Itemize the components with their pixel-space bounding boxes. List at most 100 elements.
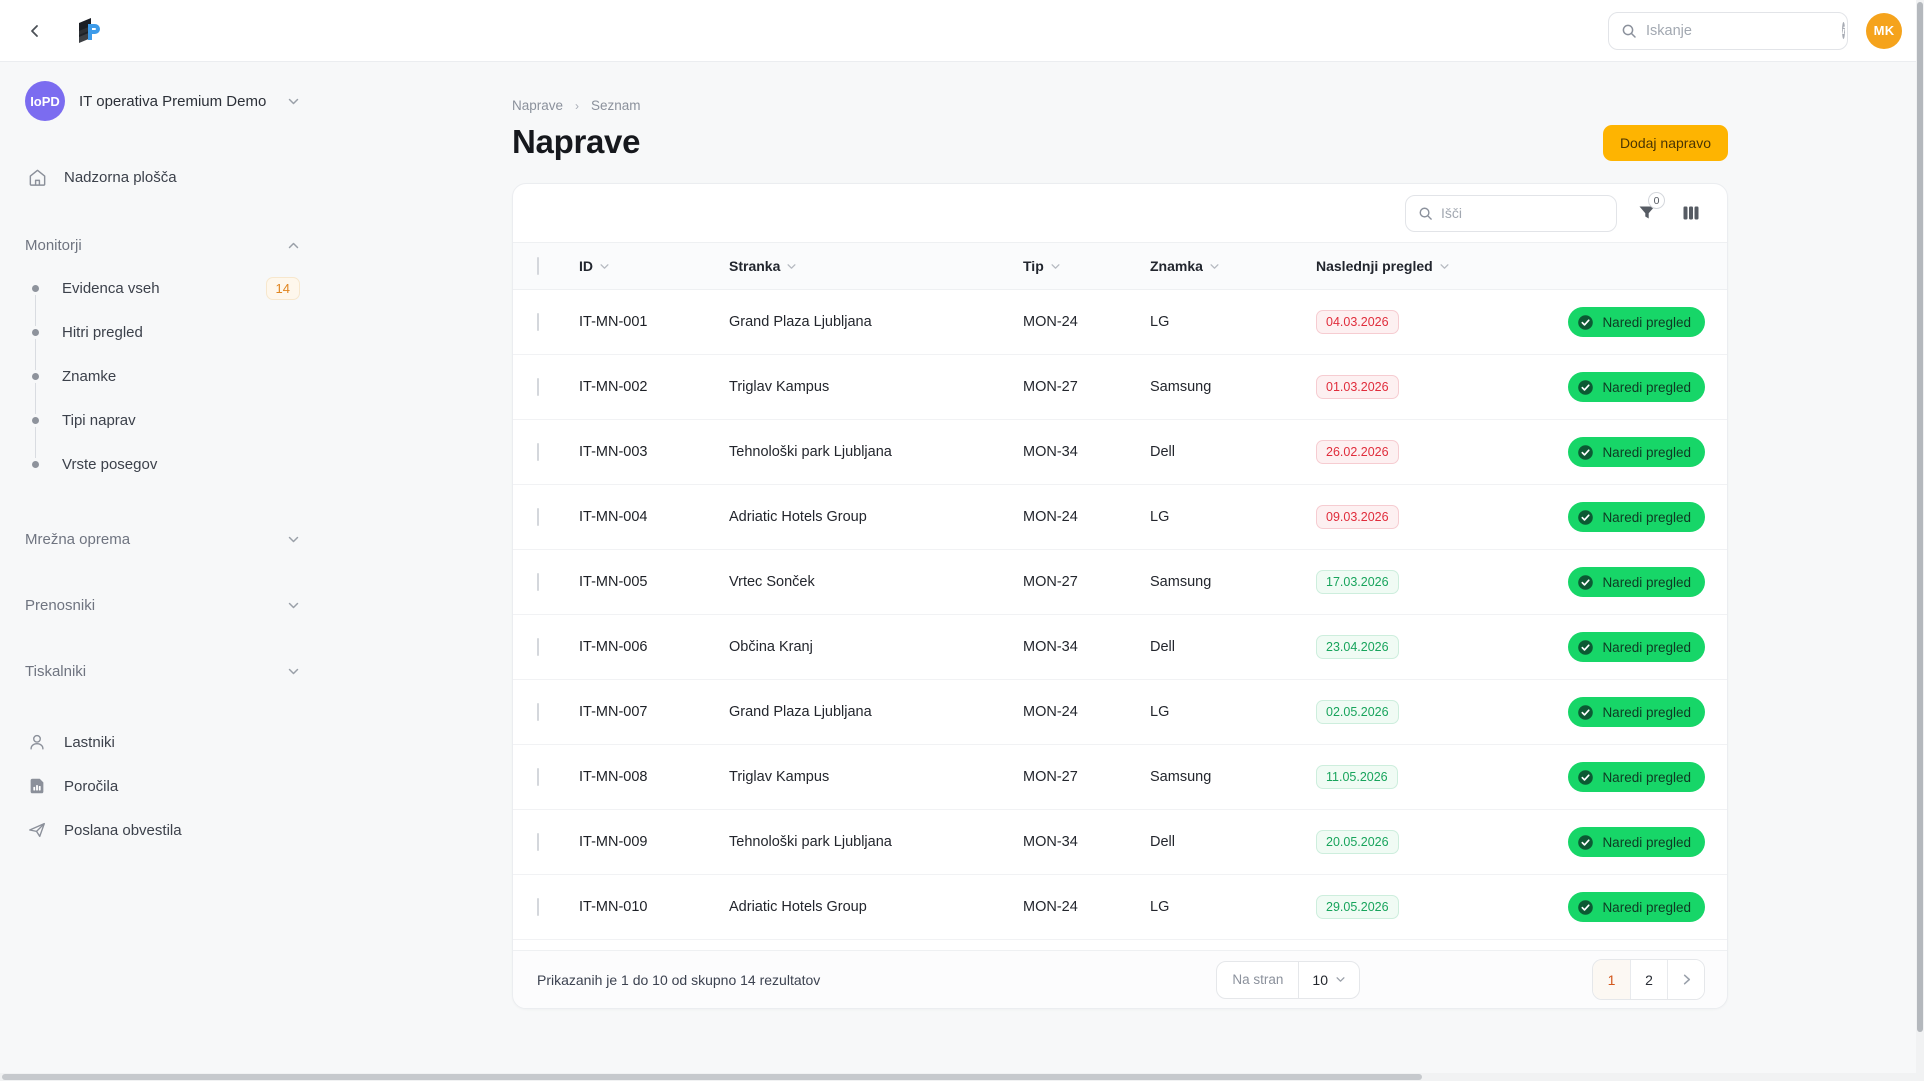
table-row[interactable]: IT-MN-003 Tehnološki park Ljubljana MON-… — [513, 420, 1727, 485]
vertical-scrollbar[interactable] — [1916, 0, 1924, 1073]
row-checkbox[interactable] — [537, 573, 539, 591]
user-avatar[interactable]: MK — [1866, 12, 1902, 49]
do-inspection-button[interactable]: Naredi pregled — [1568, 762, 1705, 792]
sidebar-subitem[interactable]: Tipi naprav — [25, 398, 300, 442]
sidebar-subitem[interactable]: Vrste posegov — [25, 442, 300, 486]
cell-stranka: Vrtec Sonček — [729, 574, 815, 590]
per-page-select[interactable]: Na stran 10 — [1216, 960, 1360, 999]
do-inspection-button[interactable]: Naredi pregled — [1568, 827, 1705, 857]
cell-stranka: Tehnološki park Ljubljana — [729, 444, 892, 460]
sidebar-subitem[interactable]: Znamke — [25, 354, 300, 398]
filter-count-badge: 0 — [1648, 192, 1665, 209]
table-row[interactable]: IT-MN-005 Vrtec Sonček MON-27 Samsung 17… — [513, 550, 1727, 615]
check-seal-icon — [1577, 379, 1594, 396]
sidebar-subitem[interactable]: Evidenca vseh 14 — [25, 266, 300, 310]
column-header-stranka[interactable]: Stranka — [729, 258, 1023, 274]
cell-stranka: Grand Plaza Ljubljana — [729, 704, 872, 720]
sidebar-item-lastniki[interactable]: Lastniki — [25, 720, 300, 764]
table-row[interactable]: IT-MN-009 Tehnološki park Ljubljana MON-… — [513, 810, 1727, 875]
cell-tip: MON-24 — [1023, 899, 1078, 915]
next-inspection-badge: 26.02.2026 — [1316, 440, 1399, 464]
global-search-input[interactable] — [1646, 22, 1833, 39]
do-inspection-button[interactable]: Naredi pregled — [1568, 437, 1705, 467]
cell-tip: MON-24 — [1023, 509, 1078, 525]
row-checkbox[interactable] — [537, 443, 539, 461]
filter-button[interactable]: 0 — [1633, 192, 1665, 227]
table-row[interactable]: IT-MN-010 Adriatic Hotels Group MON-24 L… — [513, 875, 1727, 940]
next-page-button[interactable] — [1667, 960, 1704, 999]
scrollbar-thumb[interactable] — [1917, 2, 1923, 1033]
per-page-value: 10 — [1312, 971, 1328, 988]
chevron-up-icon — [287, 239, 300, 252]
check-seal-icon — [1577, 769, 1594, 786]
next-inspection-badge: 20.05.2026 — [1316, 830, 1399, 854]
info-icon[interactable]: i — [1842, 22, 1846, 39]
column-header-znamka[interactable]: Znamka — [1150, 258, 1316, 274]
app-logo-icon[interactable] — [68, 11, 108, 51]
table-row[interactable]: IT-MN-004 Adriatic Hotels Group MON-24 L… — [513, 485, 1727, 550]
sidebar-subitem[interactable]: Hitri pregled — [25, 310, 300, 354]
sidebar-item-dashboard[interactable]: Nadzorna plošča — [25, 162, 300, 192]
cell-tip: MON-27 — [1023, 574, 1078, 590]
top-bar: i MK — [0, 0, 1924, 62]
do-inspection-button[interactable]: Naredi pregled — [1568, 632, 1705, 662]
row-checkbox[interactable] — [537, 833, 539, 851]
row-checkbox[interactable] — [537, 508, 539, 526]
breadcrumb-parent[interactable]: Naprave — [512, 98, 564, 113]
do-inspection-button[interactable]: Naredi pregled — [1568, 892, 1705, 922]
back-button[interactable] — [20, 16, 50, 46]
table-body: IT-MN-001 Grand Plaza Ljubljana MON-24 L… — [513, 290, 1727, 950]
search-icon — [1418, 206, 1433, 221]
page-button[interactable]: 2 — [1630, 960, 1667, 999]
select-all-checkbox[interactable] — [537, 257, 539, 275]
cell-stranka: Občina Kranj — [729, 639, 813, 655]
do-inspection-button[interactable]: Naredi pregled — [1568, 372, 1705, 402]
global-search: i — [1608, 11, 1848, 50]
sidebar-item-label: Poročila — [64, 777, 119, 795]
pagination: 1 2 — [1592, 959, 1705, 1000]
check-seal-icon — [1577, 314, 1594, 331]
bullet-dot-icon — [32, 372, 39, 380]
sidebar-section[interactable]: Tiskalniki — [25, 658, 300, 684]
column-header-naslednji-pregled[interactable]: Naslednji pregled — [1316, 258, 1565, 274]
section-label: Prenosniki — [25, 596, 96, 614]
scrollbar-thumb[interactable] — [2, 1074, 1422, 1080]
row-checkbox[interactable] — [537, 313, 539, 331]
cell-tip: MON-24 — [1023, 704, 1078, 720]
do-inspection-button[interactable]: Naredi pregled — [1568, 307, 1705, 337]
table-row[interactable]: IT-MN-006 Občina Kranj MON-34 Dell 23.04… — [513, 615, 1727, 680]
table-row[interactable]: IT-MN-008 Triglav Kampus MON-27 Samsung … — [513, 745, 1727, 810]
sidebar-section[interactable]: Prenosniki — [25, 592, 300, 618]
sidebar-item-porocila[interactable]: Poročila — [25, 764, 300, 808]
sidebar-section[interactable]: Mrežna oprema — [25, 526, 300, 552]
row-checkbox[interactable] — [537, 768, 539, 786]
add-device-button[interactable]: Dodaj napravo — [1602, 125, 1728, 161]
do-inspection-button[interactable]: Naredi pregled — [1568, 502, 1705, 532]
table-row[interactable]: IT-MN-007 Grand Plaza Ljubljana MON-24 L… — [513, 680, 1727, 745]
workspace-switcher[interactable]: IoPD IT operativa Premium Demo — [25, 80, 300, 122]
table-search-input[interactable] — [1441, 205, 1604, 221]
horizontal-scrollbar[interactable] — [0, 1073, 1924, 1081]
do-inspection-button[interactable]: Naredi pregled — [1568, 697, 1705, 727]
column-header-id[interactable]: ID — [579, 258, 729, 274]
cell-tip: MON-27 — [1023, 379, 1078, 395]
cell-stranka: Adriatic Hotels Group — [729, 899, 867, 915]
table-row[interactable]: IT-MN-001 Grand Plaza Ljubljana MON-24 L… — [513, 290, 1727, 355]
sidebar-item-poslana-obvestila[interactable]: Poslana obvestila — [25, 808, 300, 852]
row-checkbox[interactable] — [537, 638, 539, 656]
page-button[interactable]: 1 — [1593, 960, 1630, 999]
row-checkbox[interactable] — [537, 703, 539, 721]
sidebar-section-monitorji[interactable]: Monitorji — [25, 232, 300, 258]
cell-znamka: Samsung — [1150, 379, 1212, 395]
columns-button[interactable] — [1677, 199, 1705, 227]
row-checkbox[interactable] — [537, 378, 539, 396]
cell-tip: MON-34 — [1023, 639, 1078, 655]
column-header-tip[interactable]: Tip — [1023, 258, 1150, 274]
cell-id: IT-MN-003 — [579, 444, 648, 460]
bullet-dot-icon — [32, 416, 39, 424]
row-checkbox[interactable] — [537, 898, 539, 916]
cell-id: IT-MN-006 — [579, 639, 648, 655]
do-inspection-button[interactable]: Naredi pregled — [1568, 567, 1705, 597]
table-row[interactable]: IT-MN-002 Triglav Kampus MON-27 Samsung … — [513, 355, 1727, 420]
cell-tip: MON-34 — [1023, 444, 1078, 460]
